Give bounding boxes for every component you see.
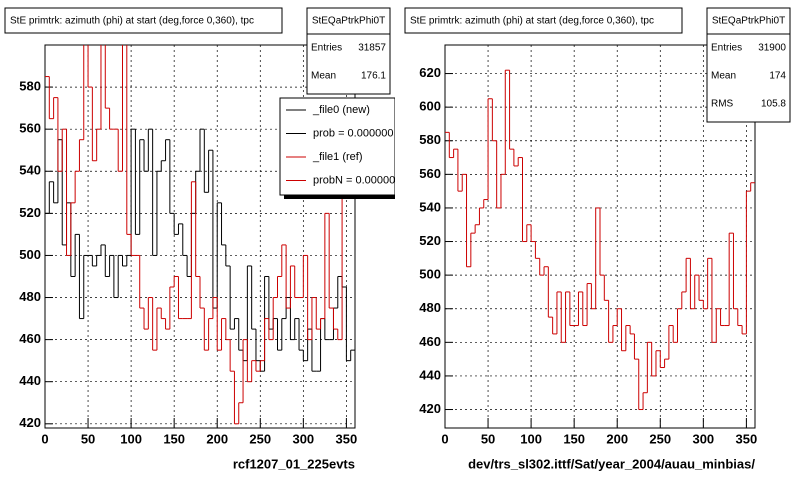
x-tick-label: 250	[649, 431, 671, 446]
x-tick-label: 350	[336, 431, 358, 446]
stats-value: 176.1	[361, 71, 386, 82]
stats-value: 31857	[358, 43, 386, 54]
y-tick-label: 560	[419, 166, 441, 181]
x-tick-label: 100	[120, 431, 142, 446]
y-tick-label: 420	[419, 401, 441, 416]
x-tick-label: 250	[249, 431, 271, 446]
stats-value: 105.8	[761, 99, 786, 110]
y-tick-label: 420	[19, 415, 41, 430]
y-tick-label: 540	[419, 199, 441, 214]
y-tick-label: 620	[419, 65, 441, 80]
y-tick-label: 540	[19, 163, 41, 178]
x-axis-label: dev/trs_sl302.ittf/Sat/year_2004/auau_mi…	[468, 456, 755, 471]
y-tick-label: 520	[19, 205, 41, 220]
x-tick-label: 200	[606, 431, 628, 446]
y-tick-label: 560	[19, 121, 41, 136]
x-tick-label: 0	[41, 431, 48, 446]
chart-title: StE primtrk: azimuth (phi) at start (deg…	[410, 16, 654, 27]
histograms	[45, 45, 355, 425]
panel: 420 440 460 480 500 520 540 560 580 600 620 0 50 100 1…	[404, 7, 791, 471]
x-tick-label: 200	[206, 431, 228, 446]
stats-name: StEQaPtrkPhi0T	[312, 16, 385, 27]
chart-title: StE primtrk: azimuth (phi) at start (deg…	[10, 16, 254, 27]
legend-entry: _file1 (ref)	[312, 151, 363, 163]
legend-entry: probN = 0.00000	[313, 174, 395, 186]
x-tick-label: 50	[481, 431, 495, 446]
stats-label: Entries	[711, 43, 742, 54]
y-tick-label: 580	[19, 79, 41, 94]
x-tick-label: 300	[692, 431, 714, 446]
stats-box	[306, 7, 391, 95]
x-tick-label: 50	[81, 431, 95, 446]
y-tick-label: 580	[419, 132, 441, 147]
y-tick-label: 500	[19, 247, 41, 262]
x-tick-label: 300	[292, 431, 314, 446]
stats-value: 31900	[758, 43, 786, 54]
y-tick-label: 520	[419, 233, 441, 248]
x-axis-label: rcf1207_01_225evts	[233, 456, 355, 471]
y-tick-label: 600	[419, 99, 441, 114]
stats-label: Entries	[311, 43, 342, 54]
y-tick-label: 460	[419, 334, 441, 349]
x-tick-label: 150	[163, 431, 185, 446]
stats-label: RMS	[711, 99, 734, 110]
y-tick-label: 440	[19, 373, 41, 388]
legend-entry: _file0 (new)	[312, 104, 370, 116]
stats-value: 174	[769, 71, 786, 82]
x-tick-label: 0	[441, 431, 448, 446]
y-tick-label: 500	[419, 267, 441, 282]
y-tick-label: 480	[419, 300, 441, 315]
stats-box	[706, 7, 791, 123]
title-box	[404, 7, 683, 34]
y-tick-label: 460	[19, 331, 41, 346]
legend	[279, 97, 395, 196]
stats-label: Mean	[711, 71, 736, 82]
x-tick-label: 150	[563, 431, 585, 446]
stats-label: Mean	[311, 71, 336, 82]
x-tick-label: 100	[520, 431, 542, 446]
x-tick-label: 350	[736, 431, 758, 446]
stats-name: StEQaPtrkPhi0T	[712, 16, 785, 27]
histograms	[445, 69, 755, 411]
legend-entry: prob = 0.000000	[313, 127, 393, 139]
y-tick-label: 480	[19, 289, 41, 304]
y-tick-label: 440	[419, 367, 441, 382]
panel: 420 440 460 480 500 520 540 560 580 0 50 100 150 200 2…	[4, 7, 395, 471]
title-box	[4, 7, 283, 34]
